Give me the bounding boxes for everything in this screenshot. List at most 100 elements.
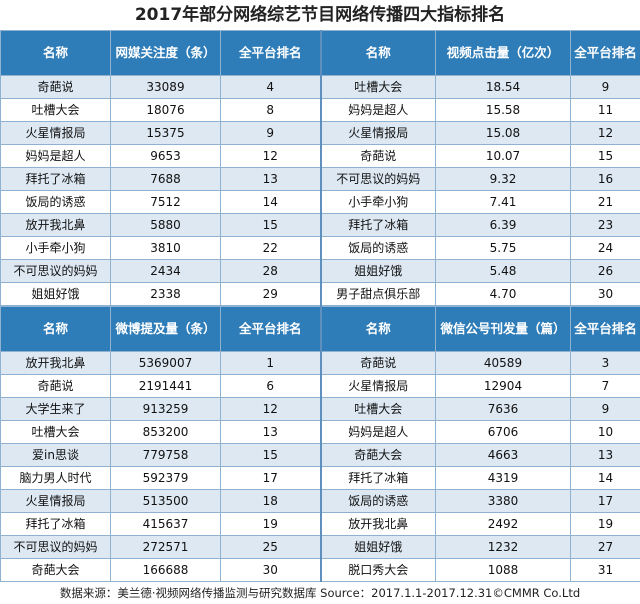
table-cell: 15: [221, 214, 321, 237]
table-cell: 拜托了冰箱: [321, 467, 436, 490]
table-cell: 火星情报局: [1, 490, 111, 513]
table-cell: 火星情报局: [1, 122, 111, 145]
column-header: 名称: [1, 307, 111, 352]
table-cell: 26: [571, 260, 640, 283]
table-cell: 奇葩大会: [1, 559, 111, 582]
table-cell: 15: [571, 145, 640, 168]
table-cell: 2338: [111, 283, 221, 306]
table-cell: 7.41: [436, 191, 571, 214]
table-cell: 2191441: [111, 375, 221, 398]
table-cell: 火星情报局: [321, 122, 436, 145]
table-cell: 姐姐好饿: [321, 536, 436, 559]
table-cell: 13: [571, 444, 640, 467]
table-cell: 779758: [111, 444, 221, 467]
table-cell: 奇葩说: [1, 375, 111, 398]
table-cell: 18.54: [436, 76, 571, 99]
table-cell: 31: [571, 559, 640, 582]
table-cell: 饭局的诱惑: [321, 237, 436, 260]
table-cell: 272571: [111, 536, 221, 559]
table-header-row: 名称网媒关注度（条）全平台排名名称视频点击量（亿次）全平台排名: [1, 31, 640, 76]
table-cell: 30: [571, 283, 640, 306]
table-cell: 火星情报局: [321, 375, 436, 398]
table-cell: 5.48: [436, 260, 571, 283]
column-header: 名称: [321, 31, 436, 76]
table-cell: 男子甜点俱乐部: [321, 283, 436, 306]
table-cell: 9653: [111, 145, 221, 168]
table-cell: 奇葩大会: [321, 444, 436, 467]
table-cell: 10.07: [436, 145, 571, 168]
table-cell: 166688: [111, 559, 221, 582]
column-header: 微信公号刊发量（篇）: [436, 307, 571, 352]
table-cell: 24: [571, 237, 640, 260]
table-cell: 6.39: [436, 214, 571, 237]
table-cell: 妈妈是超人: [1, 145, 111, 168]
table-cell: 大学生来了: [1, 398, 111, 421]
table-cell: 放开我北鼻: [1, 352, 111, 375]
table-cell: 12904: [436, 375, 571, 398]
table-cell: 爱in思谈: [1, 444, 111, 467]
table-cell: 21: [571, 191, 640, 214]
table-cell: 4663: [436, 444, 571, 467]
table-cell: 7636: [436, 398, 571, 421]
table-cell: 不可思议的妈妈: [1, 260, 111, 283]
table-cell: 15375: [111, 122, 221, 145]
table-cell: 饭局的诱惑: [1, 191, 111, 214]
table-cell: 4.70: [436, 283, 571, 306]
table-cell: 1232: [436, 536, 571, 559]
table-cell: 妈妈是超人: [321, 99, 436, 122]
table-cell: 1: [221, 352, 321, 375]
table-cell: 4: [221, 76, 321, 99]
table-cell: 小手牵小狗: [321, 191, 436, 214]
page-title: 2017年部分网络综艺节目网络传播四大指标排名: [0, 0, 640, 30]
table-cell: 姐姐好饿: [1, 283, 111, 306]
table-cell: 15.58: [436, 99, 571, 122]
table-cell: 拜托了冰箱: [1, 513, 111, 536]
table-cell: 脑力男人时代: [1, 467, 111, 490]
table-cell: 奇葩说: [321, 145, 436, 168]
column-header: 全平台排名: [221, 307, 321, 352]
table-cell: 22: [221, 237, 321, 260]
table-cell: 2492: [436, 513, 571, 536]
table-cell: 18: [221, 490, 321, 513]
column-header: 全平台排名: [221, 31, 321, 76]
table-cell: 7688: [111, 168, 221, 191]
column-header: 名称: [1, 31, 111, 76]
table-cell: 19: [571, 513, 640, 536]
table-cell: 不可思议的妈妈: [1, 536, 111, 559]
table-cell: 饭局的诱惑: [321, 490, 436, 513]
table-cell: 脱口秀大会: [321, 559, 436, 582]
table-cell: 2434: [111, 260, 221, 283]
table-cell: 姐姐好饿: [321, 260, 436, 283]
table-cell: 吐槽大会: [1, 421, 111, 444]
table-cell: 放开我北鼻: [321, 513, 436, 536]
table-cell: 奇葩说: [321, 352, 436, 375]
table-cell: 12: [221, 145, 321, 168]
table-cell: 3: [571, 352, 640, 375]
table-cell: 9: [221, 122, 321, 145]
table-cell: 11: [571, 99, 640, 122]
table-cell: 913259: [111, 398, 221, 421]
table-cell: 奇葩说: [1, 76, 111, 99]
table-cell: 17: [571, 490, 640, 513]
table-cell: 1088: [436, 559, 571, 582]
table-cell: 12: [571, 122, 640, 145]
table-cell: 拜托了冰箱: [1, 168, 111, 191]
table-cell: 4319: [436, 467, 571, 490]
table-cell: 3380: [436, 490, 571, 513]
